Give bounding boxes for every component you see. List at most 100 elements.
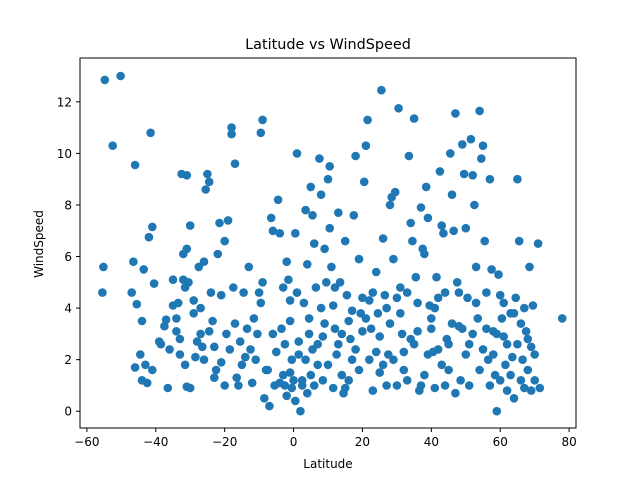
- data-point: [365, 296, 374, 305]
- data-point: [344, 376, 354, 385]
- x-tick-label: −20: [212, 435, 237, 449]
- data-point: [251, 355, 260, 365]
- x-tick-label: −60: [74, 435, 99, 449]
- data-point: [304, 329, 314, 339]
- data-point: [318, 332, 328, 341]
- data-point: [459, 169, 469, 179]
- data-point: [315, 154, 324, 163]
- data-point: [268, 226, 278, 236]
- data-point: [196, 329, 205, 339]
- data-point: [301, 205, 310, 215]
- data-point: [373, 309, 383, 318]
- y-tick-label: 4: [64, 302, 72, 316]
- data-point: [308, 345, 317, 354]
- data-point: [520, 303, 529, 313]
- data-point: [191, 352, 200, 362]
- data-point: [501, 360, 510, 370]
- data-point: [311, 283, 321, 292]
- data-point: [260, 394, 269, 403]
- data-point: [287, 383, 297, 393]
- data-point: [206, 288, 216, 297]
- data-point: [184, 278, 193, 287]
- data-point: [430, 383, 440, 393]
- data-point: [458, 324, 467, 334]
- data-point: [137, 316, 147, 326]
- data-point: [437, 360, 447, 370]
- data-point: [492, 406, 502, 416]
- data-point: [136, 350, 145, 359]
- data-point: [304, 314, 314, 323]
- data-point: [518, 355, 527, 365]
- data-point: [303, 388, 312, 398]
- data-point: [513, 339, 522, 349]
- data-point: [316, 303, 326, 313]
- data-point: [371, 267, 381, 277]
- data-point: [447, 319, 457, 328]
- data-point: [525, 262, 534, 272]
- data-point: [528, 301, 538, 310]
- data-point: [378, 360, 388, 370]
- data-point: [316, 190, 326, 199]
- data-point: [244, 262, 254, 272]
- data-point: [526, 386, 536, 395]
- data-point: [464, 339, 474, 349]
- data-point: [433, 345, 443, 354]
- data-point: [204, 177, 214, 187]
- y-axis-label: WindSpeed: [32, 210, 46, 278]
- data-point: [230, 319, 240, 328]
- data-point: [449, 226, 459, 236]
- data-point: [508, 352, 517, 362]
- data-point: [292, 149, 302, 158]
- data-point: [284, 275, 293, 285]
- data-point: [282, 391, 292, 401]
- data-point: [273, 195, 283, 205]
- data-point: [502, 386, 512, 395]
- data-point: [335, 278, 345, 287]
- data-point: [204, 327, 214, 336]
- data-point: [241, 352, 250, 362]
- data-point: [368, 288, 378, 297]
- data-point: [451, 109, 460, 118]
- data-point: [406, 218, 416, 228]
- y-tick-label: 12: [57, 95, 72, 109]
- data-point: [371, 347, 381, 357]
- data-point: [516, 376, 526, 385]
- data-point: [495, 376, 505, 385]
- data-point: [154, 337, 164, 346]
- data-point: [216, 358, 226, 367]
- data-point: [229, 283, 238, 292]
- data-point: [142, 378, 152, 388]
- data-point: [258, 278, 267, 287]
- data-point: [359, 177, 369, 187]
- data-point: [478, 141, 488, 150]
- data-point: [380, 290, 390, 300]
- data-point: [334, 339, 343, 349]
- data-point: [175, 350, 185, 359]
- data-point: [358, 293, 367, 303]
- data-point: [389, 355, 398, 365]
- data-point: [502, 339, 512, 349]
- data-point: [446, 149, 455, 158]
- data-point: [199, 355, 209, 365]
- data-point: [268, 329, 278, 339]
- y-tick-label: 6: [64, 250, 72, 264]
- data-point: [420, 249, 429, 259]
- data-point: [306, 370, 316, 380]
- data-point: [557, 314, 567, 323]
- data-point: [247, 378, 257, 388]
- data-point: [494, 270, 503, 279]
- data-point: [440, 288, 450, 297]
- data-point: [354, 254, 364, 264]
- data-point: [223, 216, 233, 225]
- data-point: [100, 75, 110, 85]
- data-point: [301, 355, 310, 365]
- data-point: [116, 71, 125, 81]
- data-point: [361, 314, 371, 323]
- data-point: [399, 347, 409, 357]
- data-point: [172, 314, 181, 323]
- data-point: [499, 298, 509, 308]
- data-point: [213, 249, 223, 259]
- data-point: [466, 134, 476, 144]
- data-point: [256, 128, 266, 138]
- data-point: [497, 314, 507, 323]
